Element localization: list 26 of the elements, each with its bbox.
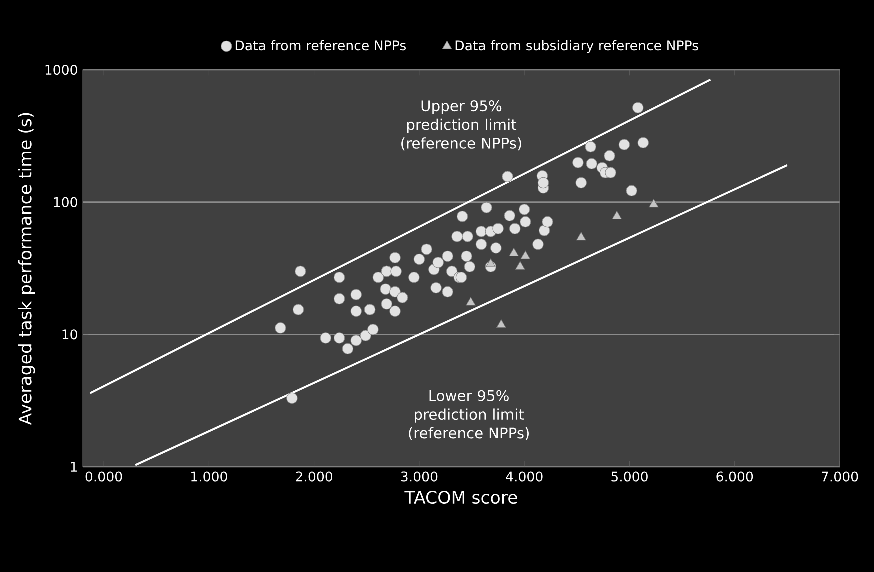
x-tick-label: 3.000 bbox=[401, 472, 438, 482]
y-tick-label: 1000 bbox=[46, 64, 78, 76]
x-tick-label: 6.000 bbox=[716, 472, 754, 482]
y-tick-label: 100 bbox=[54, 197, 78, 208]
point bbox=[515, 261, 526, 270]
legend-label: Data from subsidiary reference NPPs bbox=[456, 40, 698, 54]
y-tick-label: 10 bbox=[62, 330, 78, 340]
point bbox=[509, 248, 519, 257]
x-tick-label: 5.000 bbox=[612, 472, 648, 482]
y-tick-label: 1 bbox=[71, 462, 78, 472]
annotation: Lower 95% prediction limit (reference NPPs) bbox=[409, 390, 529, 440]
point bbox=[649, 199, 659, 208]
x-tick-label: 2.000 bbox=[296, 472, 333, 482]
x-tick-label: 1.000 bbox=[192, 472, 228, 482]
point bbox=[520, 250, 531, 260]
x-tick-label: 4.000 bbox=[506, 472, 543, 482]
x-tick-label: 7.000 bbox=[822, 472, 858, 482]
legend-label: Data from reference NPPs bbox=[236, 40, 406, 51]
point bbox=[612, 211, 622, 220]
point bbox=[576, 232, 586, 241]
point bbox=[466, 297, 476, 306]
x-tick-label: 0.000 bbox=[86, 472, 122, 482]
y-axis-title: Averaged task performance time (s) bbox=[18, 113, 36, 426]
point bbox=[496, 320, 506, 328]
x-axis-title: TACOM score bbox=[404, 490, 518, 504]
annotation: Upper 95% prediction limit (reference NPPs) bbox=[402, 100, 522, 151]
